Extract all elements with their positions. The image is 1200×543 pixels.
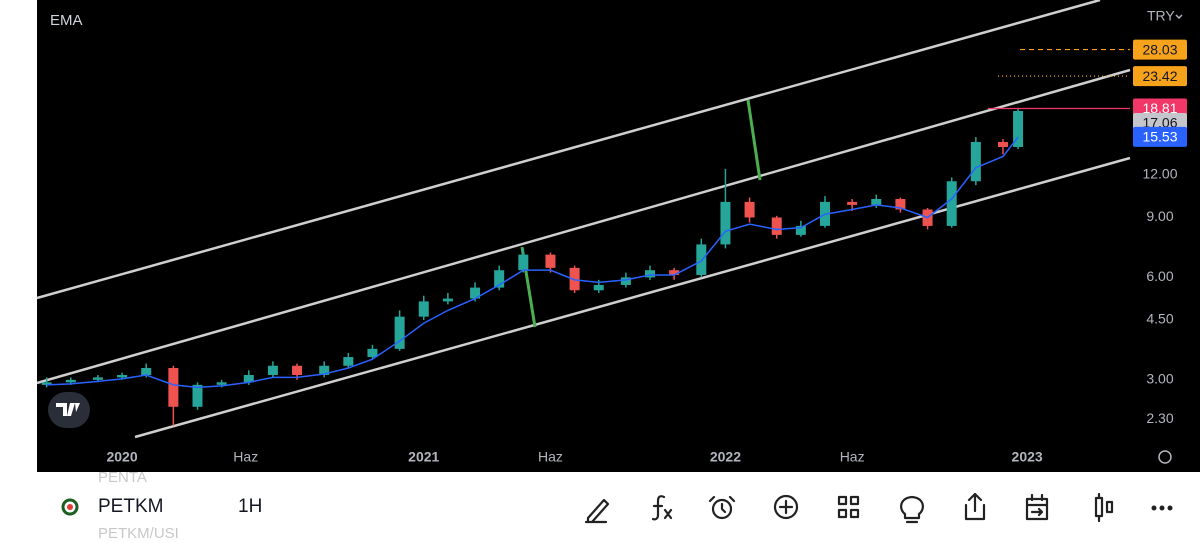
candle-body <box>418 301 429 317</box>
interval[interactable]: 1H <box>238 496 262 517</box>
candle-body <box>243 374 254 383</box>
dot <box>1167 505 1173 511</box>
channel-line <box>134 156 1131 439</box>
price-label: 18.81 <box>1142 100 1177 116</box>
candle-body <box>997 141 1008 147</box>
candle-body <box>216 382 227 385</box>
candle-body <box>847 201 858 205</box>
alert-hands <box>708 495 736 514</box>
candle-body <box>593 284 604 291</box>
candle-body <box>720 201 731 245</box>
ghost-symbol: PETKM/USI <box>98 525 179 538</box>
candle-body <box>620 277 631 285</box>
currency-selector[interactable]: TRY <box>1147 8 1175 24</box>
candle-body <box>92 377 103 380</box>
x-tick-label: 2023 <box>1012 449 1043 465</box>
channel-line <box>36 68 1131 385</box>
candle-body <box>192 384 203 407</box>
channel-width-marker <box>746 99 762 181</box>
x-tick-label: 2020 <box>106 449 137 465</box>
price-label-box <box>1133 66 1187 87</box>
candle-body <box>795 225 806 235</box>
candle-body <box>367 348 378 358</box>
ghost-symbol: PENTA <box>98 469 147 486</box>
candle-body <box>494 270 505 288</box>
candle-body <box>394 316 405 349</box>
dot <box>1159 505 1165 511</box>
symbol-logo-dot <box>67 504 73 510</box>
price-label: 28.03 <box>1142 41 1177 57</box>
candle-body <box>343 357 354 366</box>
ema-line <box>46 136 1019 389</box>
candle-body <box>744 201 755 218</box>
y-tick-label: 9.00 <box>1146 208 1173 224</box>
candle-body <box>970 141 981 182</box>
candle-body <box>117 374 128 378</box>
x-tick-label: Haz <box>840 449 865 465</box>
currency-chevron <box>1175 14 1183 20</box>
candle-body <box>267 365 278 375</box>
y-tick-label: 4.50 <box>1146 311 1173 327</box>
y-tick-label: 12.00 <box>1142 166 1177 182</box>
indicators[interactable] <box>651 495 673 521</box>
candle-body <box>1013 110 1024 147</box>
add-plus <box>778 499 794 515</box>
indicator-name: EMA <box>50 12 83 29</box>
candle-body <box>141 368 152 375</box>
candle-body <box>669 270 680 275</box>
y-tick-label: 2.30 <box>1146 410 1173 426</box>
candle-body <box>645 270 656 278</box>
candle-body <box>168 368 179 407</box>
candle-body <box>518 254 529 271</box>
toolbar-icons <box>584 492 1114 524</box>
price-label-box <box>1133 126 1187 147</box>
ideas[interactable] <box>900 495 924 524</box>
candle-body <box>871 198 882 205</box>
candle-body <box>442 298 453 302</box>
candle-body <box>569 267 580 291</box>
candle-body <box>545 254 556 268</box>
plot <box>36 0 1131 439</box>
channel-line <box>36 0 1101 300</box>
price-label-box <box>1133 39 1187 60</box>
y-tick-label: 3.00 <box>1146 371 1173 387</box>
chart-background <box>37 0 1200 472</box>
dot <box>1151 505 1157 511</box>
tv-logo-mark <box>56 403 80 416</box>
add[interactable] <box>773 494 799 520</box>
candle-body <box>41 382 52 385</box>
price-label: 17.06 <box>1142 115 1177 131</box>
candle-body <box>696 244 707 275</box>
symbol[interactable]: PETKM <box>98 496 163 517</box>
x-tick-label: Haz <box>233 449 258 465</box>
replay[interactable] <box>1025 493 1049 521</box>
price-label: 15.53 <box>1142 129 1177 145</box>
alert[interactable] <box>711 498 733 520</box>
candle-body <box>946 181 957 226</box>
candle-body <box>771 217 782 235</box>
layouts[interactable] <box>837 495 860 519</box>
drawing-tool[interactable] <box>584 498 610 524</box>
candle-body <box>65 379 76 383</box>
x-tick-label: 2022 <box>710 449 741 465</box>
y-tick-label: 6.00 <box>1146 268 1173 284</box>
settings-icon[interactable] <box>1158 450 1172 464</box>
candle-body <box>470 287 481 299</box>
x-tick-label: 2021 <box>408 449 439 465</box>
candle-body <box>319 365 330 375</box>
candle-body <box>292 365 303 375</box>
share[interactable] <box>964 492 986 521</box>
candle-body <box>895 198 906 210</box>
x-tick-label: Haz <box>538 449 563 465</box>
more-menu[interactable] <box>1151 505 1173 511</box>
price-label: 23.42 <box>1142 68 1177 84</box>
chart-type[interactable] <box>1094 492 1114 523</box>
